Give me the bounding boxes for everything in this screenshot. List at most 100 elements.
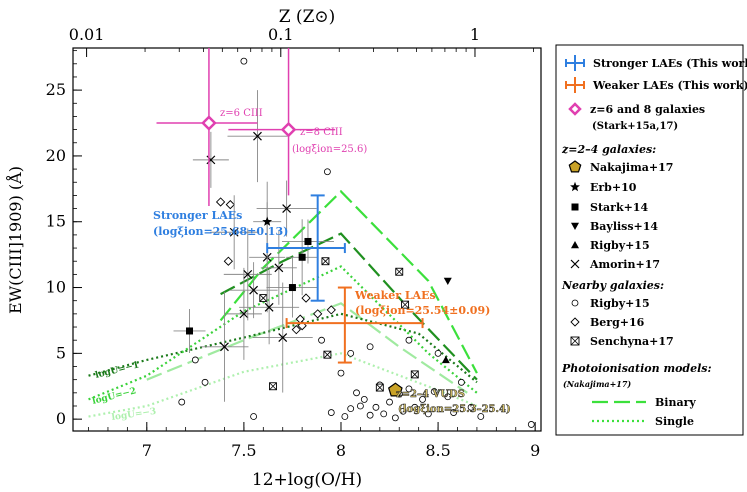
amorin-point	[274, 263, 284, 273]
legend-frame	[555, 44, 744, 436]
rigby-nearby-point	[191, 356, 199, 364]
amorin-point	[249, 285, 259, 295]
berg-point	[295, 314, 305, 324]
model-layer	[88, 189, 478, 418]
legend-bayliss-label: Bayliss+14	[590, 220, 658, 233]
senchyna-point-cross	[259, 294, 268, 302]
legend-berg-label: Berg+16	[590, 316, 645, 329]
senchyna-point	[410, 370, 419, 379]
vuds-annotation-2: (logξion=25.3–25.4)	[398, 404, 511, 415]
weaker-laes-annotation-1: Weaker LAEs	[354, 289, 436, 302]
nakajima-point	[387, 382, 403, 397]
berg-point	[215, 197, 226, 207]
binary-model-curve	[219, 189, 478, 374]
rigby-nearby-point	[372, 403, 380, 411]
rigby-nearby-point	[318, 336, 325, 344]
berg-point	[223, 256, 233, 266]
erb-point	[262, 216, 273, 226]
vuds-annotation-1: z=2–4 VUDS	[396, 389, 465, 400]
berg-point	[313, 309, 323, 319]
legend-highz-ref: (Stark+15a,17)	[592, 121, 678, 132]
rigby-nearby-point	[386, 398, 393, 406]
weaker-laes-annotation-2: (logξion=25.54±0.09)	[355, 304, 490, 317]
legend-rigby-z-label: Rigby+15	[590, 239, 650, 252]
rigby-nearby-point	[477, 413, 485, 420]
rigby-nearby-point	[405, 336, 413, 344]
rigby-nearby-point	[467, 403, 475, 411]
x-tick-label: 8.5	[425, 441, 450, 460]
top-axis-title: Z (Z⊙)	[279, 7, 336, 27]
rigby-nearby-point	[424, 410, 432, 418]
binary-model-curve	[146, 302, 468, 394]
z8-xi-annotation: (logξion=25.6)	[292, 144, 367, 155]
legend-senchyna-marker-cross	[570, 336, 580, 346]
rigby-nearby-point	[347, 349, 355, 357]
rigby-nearby-point	[357, 402, 364, 410]
berg-point	[291, 325, 301, 335]
legend-senchyna-marker	[570, 336, 580, 346]
legend-rigby-z-marker	[571, 241, 579, 249]
axis-layer: 7 7.5 8 8.5 9 0 5 10 15 20 25 0.01 0.1 1	[46, 25, 541, 460]
amorin-point	[264, 302, 274, 312]
y-axis-title: EW(CIII]1909) (Å)	[5, 166, 25, 314]
rigby-nearby-point	[399, 407, 407, 415]
rigby-nearby-point	[250, 413, 257, 420]
rigby-nearby-point	[366, 343, 374, 351]
highz-point	[280, 121, 297, 138]
top-tick-label: 1	[470, 25, 480, 44]
legend-z24-heading: z=2–4 galaxies:	[561, 143, 656, 156]
x-tick-label: 8	[336, 441, 346, 460]
legend-stark-label: Stark+14	[590, 201, 648, 214]
rigby-nearby-point	[380, 410, 388, 418]
senchyna-point	[401, 300, 410, 309]
legend-stronger-label: Stronger LAEs (This work)	[593, 57, 747, 70]
berg-point	[326, 305, 336, 315]
amorin-point	[282, 204, 292, 213]
berg-point	[301, 293, 311, 303]
stronger-laes-errorbar	[266, 194, 346, 302]
stark-point	[298, 253, 306, 261]
rigby-nearby-point	[411, 403, 419, 411]
bayliss-point	[443, 277, 452, 285]
amorin-point	[278, 333, 288, 342]
rigby-nearby-point	[419, 396, 426, 403]
legend-amorin-label: Amorin+17	[589, 258, 660, 271]
x-axis-title: 12+log(O/H)	[252, 470, 362, 490]
legend-berg-marker	[570, 317, 580, 327]
top-tick-label: 0.1	[268, 25, 293, 44]
senchyna-point-cross	[401, 300, 409, 309]
senchyna-point	[323, 350, 332, 359]
senchyna-point-cross	[395, 267, 404, 276]
binary-model-curve	[220, 232, 478, 381]
legend-markers	[565, 55, 646, 423]
rigby-nearby-point	[341, 413, 349, 420]
senchyna-point	[375, 383, 384, 392]
legend-models-ref: (Nakajima+17)	[563, 379, 631, 389]
legend-binary-label: Binary	[655, 396, 696, 409]
amorin-point	[253, 131, 262, 141]
logu-3-label: logU=−3	[111, 407, 157, 423]
stark-point	[304, 237, 312, 245]
legend-rigby-n-marker	[571, 299, 579, 307]
rigby-nearby-point	[527, 421, 535, 428]
rigby-nearby-point	[353, 389, 360, 397]
z6-annotation: z=6 CIII	[220, 108, 263, 119]
rigby-nearby-point	[444, 393, 452, 401]
legend-nearby-heading: Nearby galaxies:	[561, 279, 664, 292]
rigby-nearby-point	[347, 405, 355, 413]
senchyna-point-cross	[269, 382, 277, 391]
plot-frame	[72, 47, 542, 432]
senchyna-point-cross	[321, 257, 330, 265]
single-model-curve	[88, 265, 478, 401]
senchyna-point	[395, 267, 404, 276]
legend-erb-label: Erb+10	[590, 181, 637, 194]
amorin-point	[220, 342, 229, 352]
rigby-nearby-point	[391, 414, 399, 422]
y-tick-label: 15	[46, 212, 66, 231]
y-tick-label: 0	[56, 409, 66, 428]
senchyna-point	[321, 257, 330, 266]
legend-weaker-label: Weaker LAEs (This work)	[592, 79, 747, 92]
legend-models-heading: Photoionisation models:	[561, 362, 712, 375]
amorin-point	[229, 227, 239, 237]
